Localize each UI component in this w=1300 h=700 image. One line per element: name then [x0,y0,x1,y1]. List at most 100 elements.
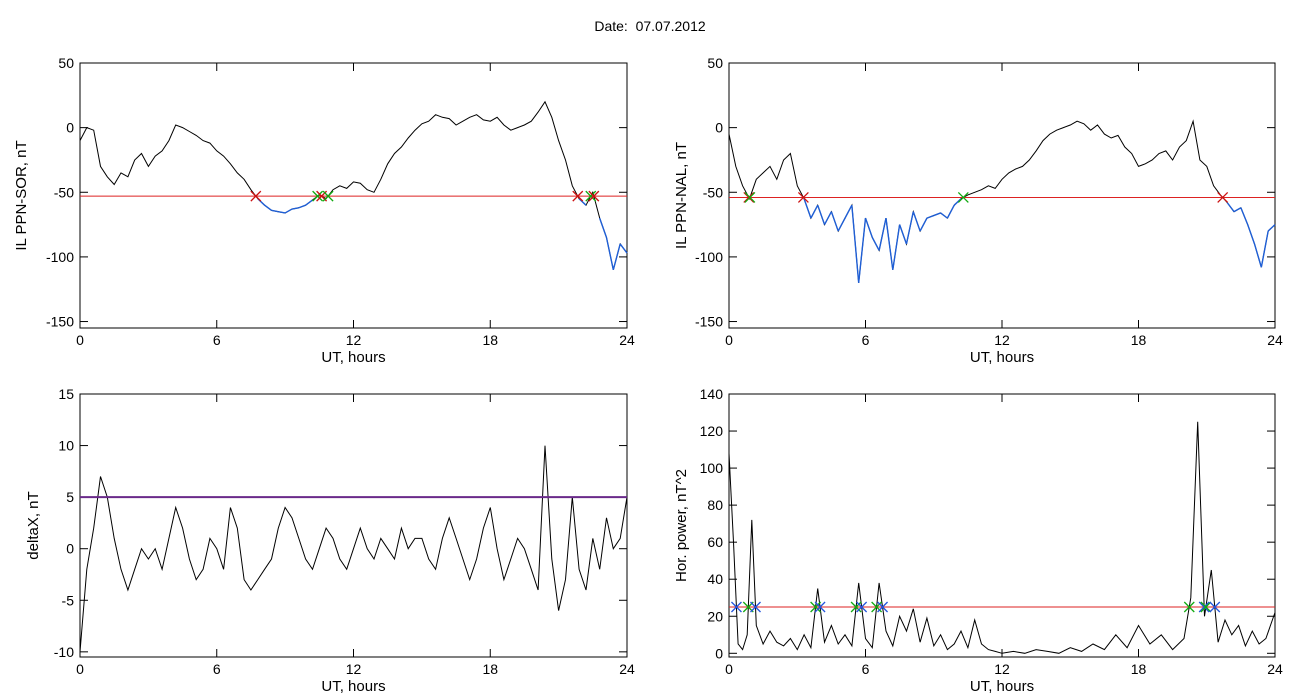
x-tick-label: 18 [482,332,498,348]
crossing-marker [814,601,826,613]
panel-4: 0 6 12 18 24 0 20 40 60 80 100 120 140 UT, hours Hor. … [673,386,1283,695]
y-tick-label: 0 [715,645,723,661]
below-threshold-segment [864,217,873,238]
plot-frame [728,393,1276,658]
below-threshold-segment [878,217,887,251]
y-tick-label: 0 [66,120,74,136]
x-tick-label: 12 [994,332,1010,348]
below-threshold-segment [271,209,279,213]
series-line [728,119,1276,283]
below-threshold-segment [1253,243,1263,268]
y-tick-label: 120 [700,423,724,439]
crossing-marker [572,190,584,202]
below-threshold-segment [298,204,306,209]
x-axis-title: UT, hours [970,678,1034,695]
y-tick-label: -100 [46,249,74,265]
x-tick-label: 24 [1267,332,1283,348]
y-tick-label: -150 [695,314,723,330]
below-threshold-segment [830,211,839,232]
below-threshold-segment [1240,207,1249,225]
below-threshold-segment [926,214,934,219]
x-tick-label: 18 [1131,332,1147,348]
date-value: 07.07.2012 [635,18,706,34]
y-tick-label: -5 [62,592,75,608]
y-tick-label: 20 [707,608,723,624]
below-threshold-segment [912,211,921,232]
below-threshold-segment [817,204,826,225]
crossing-marker [743,191,755,203]
below-threshold-segment [1260,230,1269,268]
y-tick-label: 5 [66,489,74,505]
below-threshold-segment [619,243,628,254]
crossing-marker [1183,601,1195,613]
crossing-marker [850,601,862,613]
panel-3: 0 6 12 18 24 -10 -5 0 5 10 15 UT, hours deltaX, nT [25,386,635,695]
series-line [79,445,628,652]
x-tick-label: 18 [482,661,498,677]
x-axis-title: UT, hours [321,678,385,695]
below-threshold-segment [919,217,928,232]
y-tick-label: 15 [58,386,74,402]
crossing-marker [312,190,324,202]
page-title: Date: 07.07.2012 [0,18,1300,34]
below-threshold-segment [892,224,901,270]
x-tick-label: 24 [619,332,635,348]
x-axis-title: UT, hours [970,349,1034,366]
x-tick-label: 0 [76,661,84,677]
below-threshold-segment [837,217,846,232]
crossing-marker [250,190,262,202]
y-tick-label: 80 [707,497,723,513]
below-threshold-segment [284,208,293,214]
below-threshold-segment [885,218,894,270]
x-tick-label: 12 [994,661,1010,677]
y-axis-title: IL PPN-SOR, nT [13,140,30,250]
y-tick-label: -50 [54,184,74,200]
below-threshold-segment [851,205,860,283]
crossing-marker [877,601,889,613]
y-tick-label: 10 [58,438,74,454]
panel-1: 0 6 12 18 24 -150 -100 -50 0 50 UT, hours IL PPN-SO… [13,55,635,366]
y-tick-label: -150 [46,314,74,330]
below-threshold-segment [871,237,880,251]
plot-frame [79,393,628,658]
crossing-marker [750,601,761,613]
panel-2: 0 6 12 18 24 -150 -100 -50 0 50 UT, hours IL PPN-NA… [673,55,1283,366]
crossing-marker [797,191,809,203]
below-threshold-segment [278,210,286,214]
x-tick-label: 6 [213,661,221,677]
y-axis-title: deltaX, nT [25,491,42,559]
plot-frame [728,62,1276,329]
below-threshold-segment [305,199,313,206]
crossing-marker [810,601,822,613]
x-tick-label: 6 [862,661,870,677]
crossing-marker [1200,601,1212,613]
y-tick-label: 0 [715,120,723,136]
below-threshold-segment [1233,207,1242,213]
below-threshold-segment [264,204,272,211]
crossing-marker [1209,601,1221,613]
y-tick-label: 60 [707,534,723,550]
y-tick-label: -50 [703,184,723,200]
crossing-marker [856,601,868,613]
x-tick-label: 6 [862,332,870,348]
x-tick-label: 24 [619,661,635,677]
x-tick-label: 12 [346,661,362,677]
y-tick-label: 50 [707,55,723,71]
below-threshold-segment [291,207,299,210]
y-tick-label: 50 [58,55,74,71]
x-axis-title: UT, hours [321,349,385,366]
crossing-marker [744,191,756,203]
y-tick-label: 40 [707,571,723,587]
below-threshold-segment [823,211,832,225]
date-label: Date: [594,18,628,34]
crossing-marker [1217,191,1229,203]
below-threshold-segment [844,204,853,219]
below-threshold-segment [1226,202,1235,213]
y-tick-label: -100 [695,249,723,265]
below-threshold-segment [578,198,587,206]
below-threshold-segment [905,211,914,245]
y-axis-title: Hor. power, nT^2 [673,469,690,582]
below-threshold-segment [803,198,812,219]
x-tick-label: 18 [1131,661,1147,677]
